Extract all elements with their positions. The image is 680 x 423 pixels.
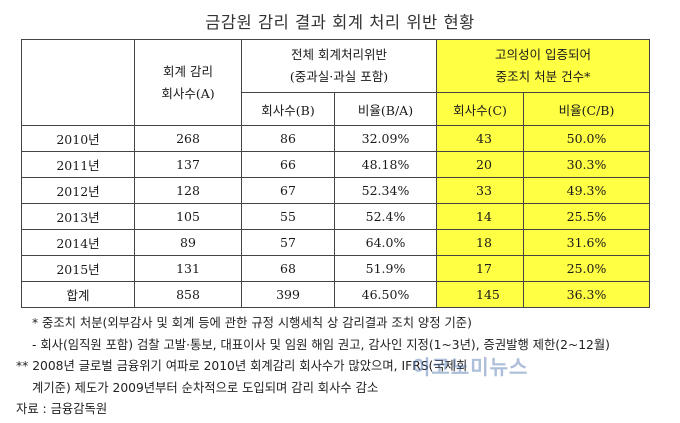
header-col-intent-line1: 고의성이 입증되어 xyxy=(495,47,591,62)
row-b: 68 xyxy=(241,255,335,282)
row-cb: 30.3% xyxy=(523,151,650,178)
header-col-total-line2: (중과실·과실 포함) xyxy=(289,69,389,84)
row-ba: 52.34% xyxy=(334,177,437,204)
row-year: 2013년 xyxy=(21,203,135,230)
row-year: 2014년 xyxy=(21,229,135,256)
header-sub-c: 회사수(C) xyxy=(436,92,524,126)
row-a: 131 xyxy=(134,255,242,282)
footnote: * 중조치 처분(외부감사 및 회계 등에 관한 규정 시행세칙 상 감리결과 … xyxy=(32,316,472,330)
header-col-a-line1: 회계 감리 xyxy=(163,63,213,79)
row-ba: 52.4% xyxy=(334,203,437,230)
header-col-intent: 고의성이 입증되어 중조치 처분 건수* xyxy=(436,39,650,93)
row-year: 2011년 xyxy=(21,151,135,178)
footnote: ** 2008년 글로벌 금융위기 여파로 2010년 회계감리 회사수가 많았… xyxy=(16,359,468,373)
table-row-total: 합계 858 399 46.50% 145 36.3% xyxy=(21,281,650,308)
row-c: 17 xyxy=(436,255,524,282)
row-ba: 32.09% xyxy=(334,125,437,152)
table-row: 2012년 128 67 52.34% 33 49.3% xyxy=(21,177,650,204)
row-year: 2015년 xyxy=(21,255,135,282)
header-col-total: 전체 회계처리위반 (중과실·과실 포함) xyxy=(241,39,437,93)
table-row: 2013년 105 55 52.4% 14 25.5% xyxy=(21,203,650,230)
watermark-logo: 이코노미뉴스 xyxy=(412,355,529,379)
header-col-a: 회계 감리 회사수(A) xyxy=(134,39,242,126)
page-title: 금감원 감리 결과 회계 처리 위반 현황 xyxy=(205,13,475,32)
row-ba: 64.0% xyxy=(334,229,437,256)
header-empty-cell xyxy=(21,39,135,126)
row-c: 14 xyxy=(436,203,524,230)
header-sub-b: 회사수(B) xyxy=(241,92,335,126)
row-c: 43 xyxy=(436,125,524,152)
row-year: 2012년 xyxy=(21,177,135,204)
table-row: 2015년 131 68 51.9% 17 25.0% xyxy=(21,255,650,282)
row-a: 268 xyxy=(134,125,242,152)
row-b: 67 xyxy=(241,177,335,204)
row-year: 합계 xyxy=(21,281,135,308)
row-b: 57 xyxy=(241,229,335,256)
header-sub-cb: 비율(C/B) xyxy=(523,92,650,126)
footnote: 계기준) 제도가 2009년부터 순차적으로 도입되며 감리 회사수 감소 xyxy=(32,380,379,395)
table-row: 2011년 137 66 48.18% 20 30.3% xyxy=(21,151,650,178)
row-b: 399 xyxy=(241,281,335,308)
row-b: 55 xyxy=(241,203,335,230)
table-row: 2014년 89 57 64.0% 18 31.6% xyxy=(21,229,650,256)
row-c: 18 xyxy=(436,229,524,256)
row-b: 66 xyxy=(241,151,335,178)
header-col-total-line1: 전체 회계처리위반 xyxy=(291,47,387,62)
header-col-intent-line2: 중조치 처분 건수* xyxy=(495,69,591,84)
row-cb: 36.3% xyxy=(523,281,650,308)
footnotes: * 중조치 처분(외부감사 및 회계 등에 관한 규정 시행세칙 상 감리결과 … xyxy=(16,313,610,421)
row-a: 858 xyxy=(134,281,242,308)
row-cb: 31.6% xyxy=(523,229,650,256)
row-cb: 49.3% xyxy=(523,177,650,204)
row-c: 20 xyxy=(436,151,524,178)
row-ba: 51.9% xyxy=(334,255,437,282)
row-b: 86 xyxy=(241,125,335,152)
row-cb: 25.0% xyxy=(523,255,650,282)
footnote: - 회사(임직원 포함) 검찰 고발·통보, 대표이사 및 임원 해임 권고, … xyxy=(32,337,610,352)
row-a: 128 xyxy=(134,177,242,204)
header-col-a-line2: 회사수(A) xyxy=(161,85,215,101)
source-note: 자료 : 금융감독원 xyxy=(16,402,108,416)
row-a: 137 xyxy=(134,151,242,178)
table-row: 2010년 268 86 32.09% 43 50.0% xyxy=(21,125,650,152)
row-a: 89 xyxy=(134,229,242,256)
row-a: 105 xyxy=(134,203,242,230)
row-cb: 25.5% xyxy=(523,203,650,230)
row-ba: 48.18% xyxy=(334,151,437,178)
row-year: 2010년 xyxy=(21,125,135,152)
header-sub-ba: 비율(B/A) xyxy=(334,92,437,126)
row-ba: 46.50% xyxy=(334,281,437,308)
row-c: 145 xyxy=(436,281,524,308)
row-cb: 50.0% xyxy=(523,125,650,152)
row-c: 33 xyxy=(436,177,524,204)
violation-table: 회계 감리 회사수(A) 전체 회계처리위반 (중과실·과실 포함) 고의성이 … xyxy=(21,39,650,308)
